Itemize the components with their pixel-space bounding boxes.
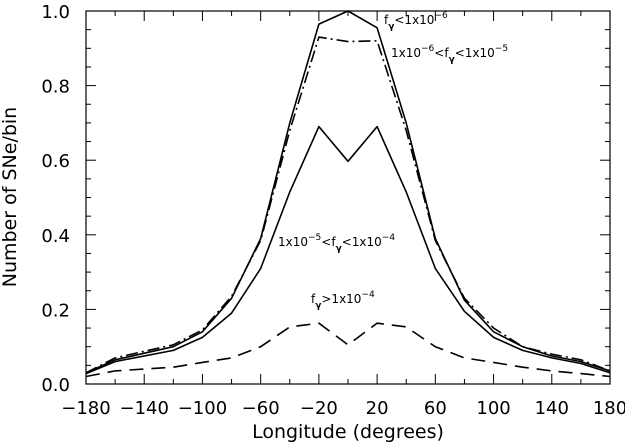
- annotation-high-flux: fγ>1x10−4: [311, 290, 375, 311]
- x-tick-label: 140: [535, 398, 569, 419]
- series-line-2: [85, 36, 611, 374]
- x-tick-labels: −180 −140 −100 −60 −20 20 60 100 140 180: [61, 398, 625, 419]
- axis-ticks: [85, 10, 611, 385]
- y-tick-label: 0.2: [41, 300, 70, 321]
- y-tick-label: 1.0: [41, 2, 70, 23]
- x-tick-label: −180: [61, 398, 110, 419]
- annotation-lowest-flux: fγ<1x10−6: [384, 11, 448, 32]
- x-tick-label: 180: [593, 398, 625, 419]
- y-tick-label: 0.0: [41, 375, 70, 396]
- x-axis-title: Longitude (degrees): [252, 421, 444, 442]
- series-line-3: [85, 125, 611, 375]
- series-line-1: [85, 10, 611, 374]
- x-tick-label: −140: [119, 398, 168, 419]
- plot-frame: [85, 10, 611, 385]
- annotation-low-flux: 1x10−6<fγ<1x10−5: [391, 44, 508, 65]
- x-tick-label: −60: [242, 398, 280, 419]
- y-tick-labels: 0.0 0.2 0.4 0.6 0.8 1.0: [41, 2, 70, 396]
- series-lines: [85, 10, 611, 378]
- x-tick-label: 20: [366, 398, 389, 419]
- x-tick-label: 100: [476, 398, 510, 419]
- annotation-mid-flux: 1x10−5<fγ<1x10−4: [278, 233, 395, 254]
- y-tick-label: 0.6: [41, 151, 70, 172]
- x-tick-label: 60: [424, 398, 447, 419]
- y-axis-title: Number of SNe/bin: [0, 107, 21, 287]
- y-tick-label: 0.8: [41, 77, 70, 98]
- y-tick-label: 0.4: [41, 226, 70, 247]
- series-line-4: [85, 322, 611, 378]
- x-tick-label: −20: [300, 398, 338, 419]
- x-tick-label: −100: [178, 398, 227, 419]
